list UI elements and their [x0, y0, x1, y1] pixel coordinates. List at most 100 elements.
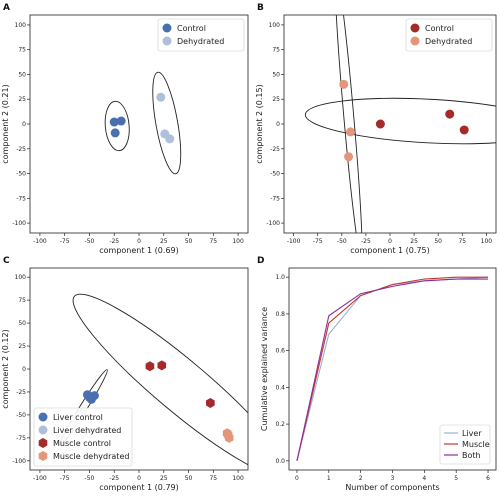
panel-c: C -100 -75 -50 -25 0 25 50 75 100 -100 -75 -50 -25 0 25…	[1, 256, 249, 492]
y-axis-label: component 2 (0.15)	[255, 84, 264, 164]
data-point	[223, 430, 233, 441]
x-tick-label: -100	[33, 475, 47, 482]
x-tick-label: -75	[313, 238, 323, 245]
x-tick-label: -100	[33, 238, 47, 245]
legend-label: Liver dehydrated	[53, 426, 121, 435]
legend-label: Liver	[462, 429, 482, 438]
legend-box	[439, 424, 491, 465]
data-point	[145, 361, 155, 372]
legend-box	[33, 407, 133, 467]
x-tick-label: 50	[434, 238, 442, 245]
legend-marker	[38, 425, 48, 435]
y-tick-label: 0.2	[275, 421, 285, 428]
y-tick-label: 50	[272, 71, 280, 78]
legend-box	[157, 18, 245, 52]
x-tick-label: 25	[160, 475, 168, 482]
y-tick-label: -100	[12, 458, 26, 465]
data-point	[156, 92, 166, 102]
x-tick-label: 75	[209, 475, 217, 482]
x-tick-label: -25	[361, 238, 371, 245]
x-tick-label: 50	[185, 238, 193, 245]
legend-marker	[38, 438, 48, 448]
legend-label: Muscle dehydrated	[53, 452, 129, 461]
data-point	[116, 116, 126, 126]
y-tick-label: -100	[266, 220, 280, 227]
y-tick-label: 100	[15, 274, 27, 281]
legend-marker	[162, 36, 172, 46]
legend-label: Muscle	[462, 440, 490, 449]
legend-label: Control	[177, 24, 206, 33]
confidence-ellipse	[104, 100, 130, 152]
x-tick-label: 6	[486, 475, 490, 482]
y-tick-label: -100	[12, 220, 26, 227]
y-tick-label: 1.0	[275, 274, 285, 281]
data-point	[157, 360, 167, 371]
x-tick-label: -25	[109, 238, 119, 245]
data-point	[345, 127, 355, 137]
legend: Control Dehydrated	[405, 18, 493, 52]
series-line	[296, 278, 489, 461]
y-tick-label: -75	[16, 195, 26, 202]
y-tick-label: 0.4	[275, 384, 285, 391]
legend-label: Dehydrated	[425, 37, 472, 46]
y-tick-label: 100	[269, 22, 281, 29]
y-tick-label: -25	[16, 389, 26, 396]
x-axis-label: component 1 (0.79)	[99, 483, 179, 492]
confidence-ellipse	[334, 15, 363, 233]
x-tick-label: 0	[295, 475, 299, 482]
confidence-ellipse	[304, 97, 496, 145]
data-point	[110, 128, 120, 138]
y-tick-label: 100	[15, 22, 27, 29]
legend: Control Dehydrated	[157, 18, 245, 52]
y-tick-label: 0.0	[275, 458, 285, 465]
x-axis-label: component 1 (0.75)	[350, 246, 430, 255]
legend-label: Liver control	[53, 413, 103, 422]
x-tick-label: 100	[232, 238, 244, 245]
plot-area	[304, 15, 496, 233]
x-tick-label: -50	[85, 238, 95, 245]
data-point	[459, 125, 469, 135]
x-tick-label: 5	[454, 475, 458, 482]
data-point	[344, 152, 354, 162]
y-axis-label: component 2 (0.12)	[1, 329, 10, 409]
y-tick-label: 0	[276, 121, 280, 128]
data-point	[339, 79, 349, 89]
series-line	[296, 276, 489, 461]
y-tick-label: 0.6	[275, 348, 285, 355]
y-tick-label: -50	[16, 412, 26, 419]
x-tick-label: -25	[109, 475, 119, 482]
legend-marker	[162, 23, 172, 33]
x-tick-label: 25	[410, 238, 418, 245]
y-tick-label: 25	[18, 96, 26, 103]
x-tick-label: -50	[337, 238, 347, 245]
x-tick-label: 0	[137, 238, 141, 245]
x-tick-label: 25	[160, 238, 168, 245]
panel-label: A	[3, 3, 10, 13]
y-tick-label: 75	[272, 47, 280, 54]
panel-d: D 0 1 2 3 4 5 6 0.0 0.2 0.4 0.6 0.8 1.0 Number of comp…	[257, 256, 497, 492]
panel-a: A -100 -75 -50 -25 0 25 50 75 100 -100 -75 -50 -25 0 25…	[1, 3, 249, 255]
y-tick-label: -75	[16, 435, 26, 442]
legend-box	[405, 18, 493, 52]
panel-b: B -100 -75 -50 -25 0 25 50 75 100 -100 -75 -50 -25 0 25…	[255, 3, 497, 255]
panel-label: C	[3, 256, 10, 266]
y-tick-label: 75	[18, 47, 26, 54]
legend-marker	[38, 451, 48, 461]
y-tick-label: -50	[16, 171, 26, 178]
y-tick-label: 50	[18, 71, 26, 78]
x-axis-label: component 1 (0.69)	[99, 246, 179, 255]
x-axis-label: Number of components	[345, 483, 439, 492]
data-point	[206, 397, 215, 408]
x-tick-label: 0	[388, 238, 392, 245]
data-point	[445, 109, 455, 119]
x-tick-label: 1	[327, 475, 331, 482]
y-tick-label: 0	[22, 366, 26, 373]
x-tick-label: 0	[137, 475, 141, 482]
data-point	[84, 392, 94, 402]
legend-label: Muscle control	[53, 439, 111, 448]
x-tick-label: 100	[232, 475, 244, 482]
y-tick-label: 0	[22, 121, 26, 128]
confidence-ellipse	[152, 71, 182, 175]
legend-label: Both	[462, 451, 481, 460]
